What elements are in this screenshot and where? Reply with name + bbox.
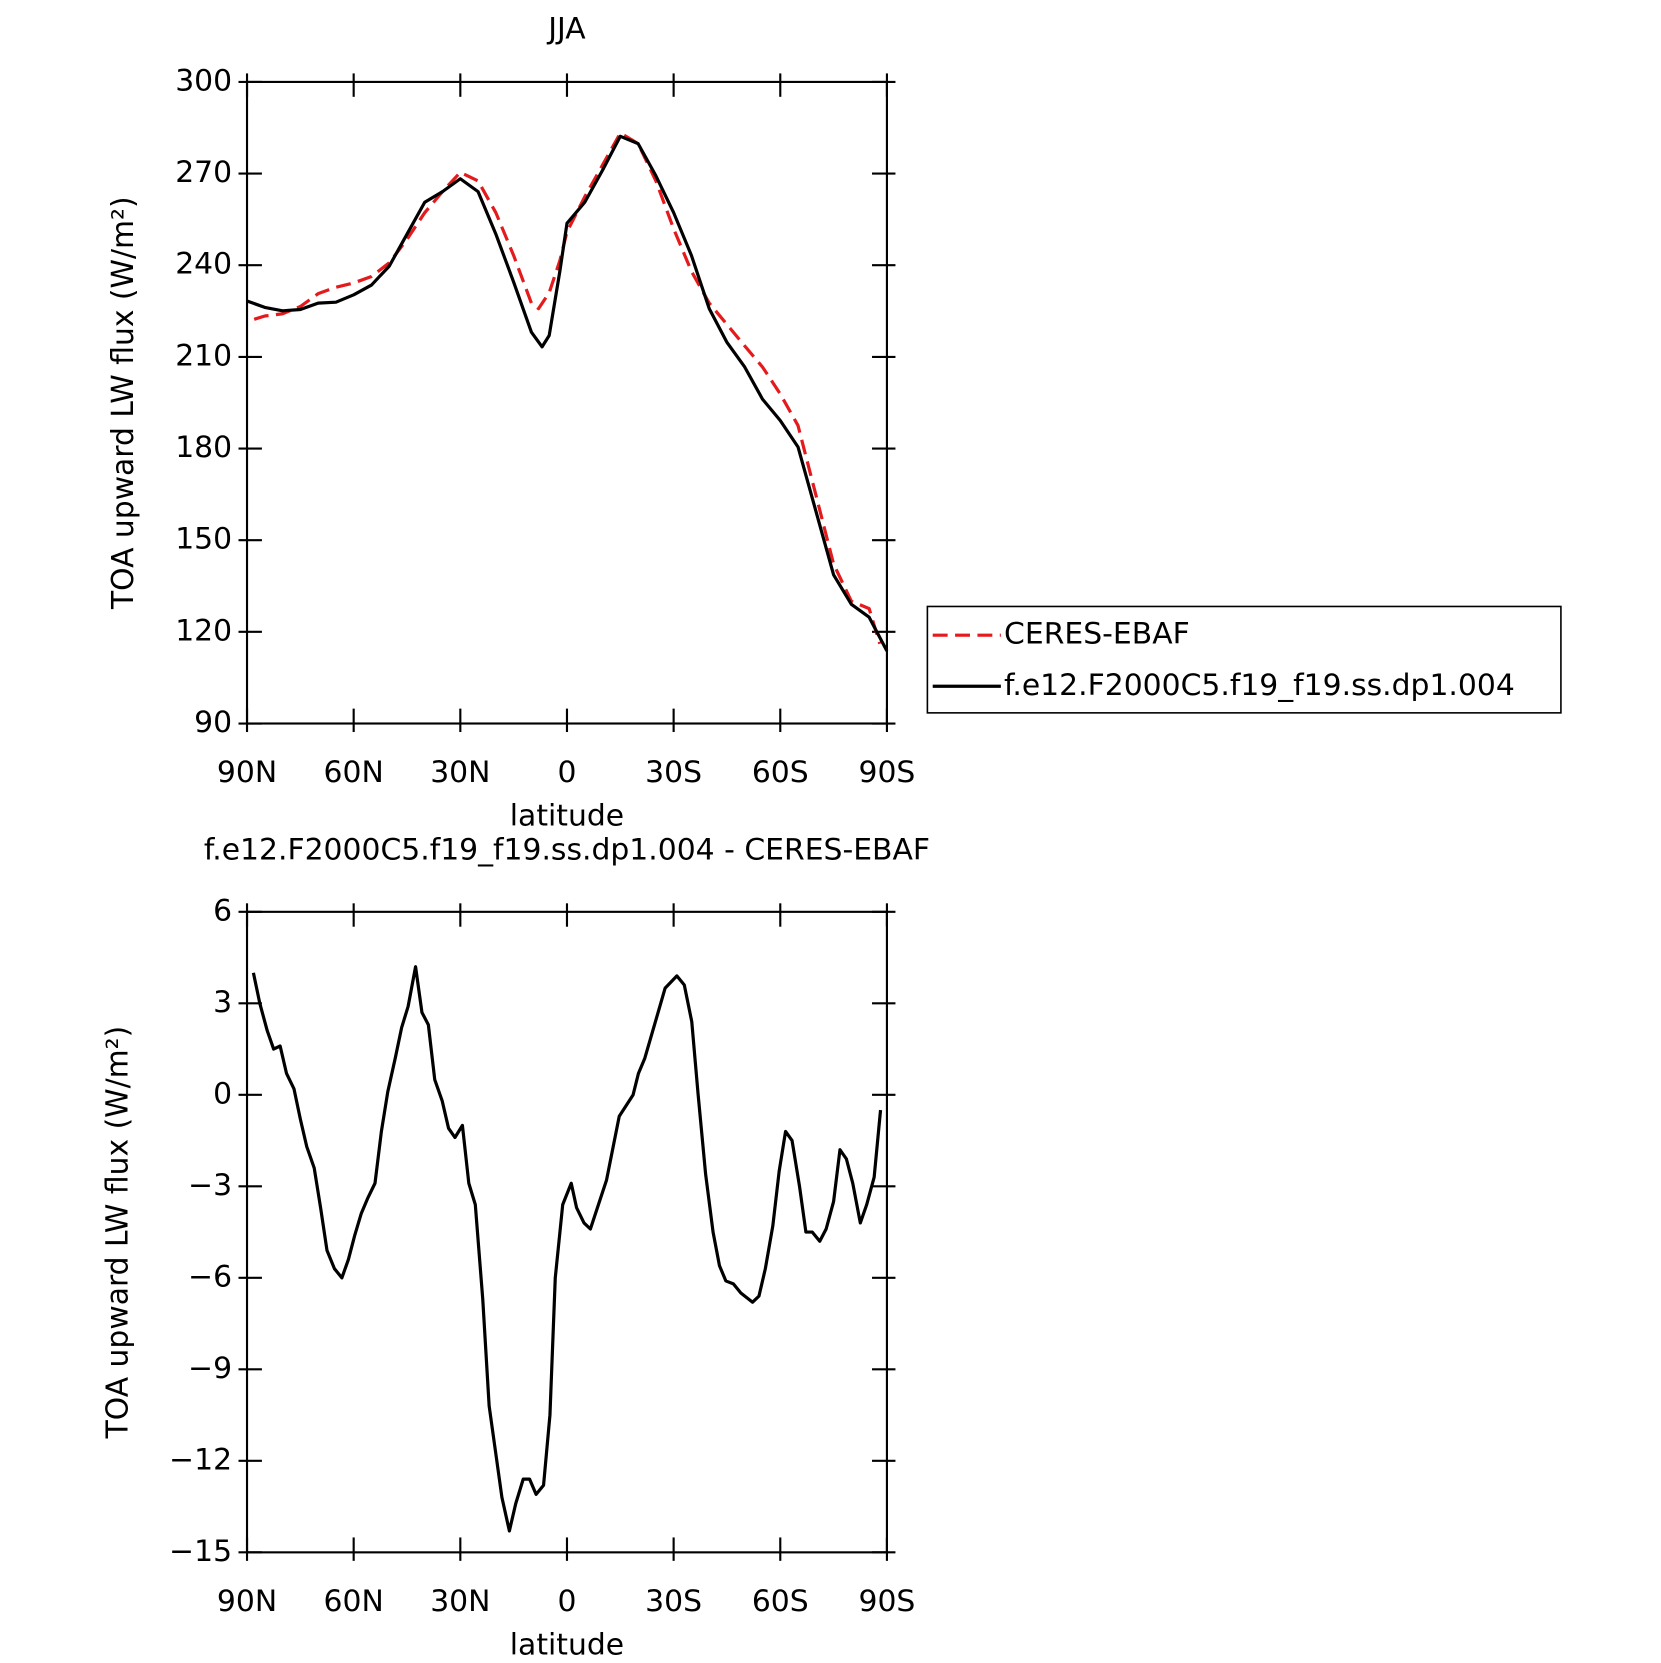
y-tick-label: −15 — [169, 1534, 232, 1569]
y-tick-label: 180 — [175, 430, 232, 465]
x-tick-label: 90S — [858, 755, 915, 790]
y-axis-label: TOA upward LW flux (W/m²) — [106, 196, 141, 610]
x-axis-label: latitude — [510, 1627, 624, 1662]
chart-title: JJA — [546, 11, 586, 46]
y-tick-label: 90 — [194, 705, 232, 740]
data-line — [253, 131, 882, 645]
x-tick-label: 30N — [430, 1584, 490, 1619]
x-tick-label: 60N — [324, 1584, 384, 1619]
x-tick-label: 60S — [752, 755, 809, 790]
y-tick-label: 6 — [213, 893, 232, 928]
x-tick-label: 60N — [324, 755, 384, 790]
y-tick-label: 240 — [175, 247, 232, 282]
x-tick-label: 30S — [645, 755, 702, 790]
x-tick-label: 60S — [752, 1584, 809, 1619]
y-tick-label: 270 — [175, 155, 232, 190]
x-axis-label: latitude — [510, 799, 624, 834]
x-tick-label: 30N — [430, 755, 490, 790]
y-tick-label: 210 — [175, 338, 232, 373]
plot-frame — [245, 80, 888, 725]
x-tick-label: 30S — [645, 1584, 702, 1619]
data-line — [246, 134, 889, 652]
legend-label: CERES-EBAF — [1004, 617, 1190, 652]
data-line — [251, 965, 883, 1533]
y-tick-label: −3 — [188, 1168, 232, 1203]
y-tick-label: 3 — [213, 985, 232, 1020]
y-tick-label: −6 — [188, 1259, 232, 1294]
x-tick-label: 90N — [217, 755, 277, 790]
x-tick-label: 0 — [557, 755, 576, 790]
y-axis-label: TOA upward LW flux (W/m²) — [101, 1026, 136, 1440]
y-tick-label: 150 — [175, 522, 232, 557]
y-tick-label: −9 — [188, 1351, 232, 1386]
x-tick-label: 90S — [858, 1584, 915, 1619]
plot-frame — [245, 910, 888, 1554]
legend-label: f.e12.F2000C5.f19_f19.ss.dp1.004 — [1004, 668, 1515, 703]
y-tick-label: 0 — [213, 1076, 232, 1111]
x-tick-label: 0 — [557, 1584, 576, 1619]
y-tick-label: 300 — [175, 63, 232, 98]
legend-box — [926, 605, 1562, 714]
x-tick-label: 90N — [217, 1584, 277, 1619]
y-tick-label: −12 — [169, 1442, 232, 1477]
chart-title: f.e12.F2000C5.f19_f19.ss.dp1.004 - CERES… — [204, 833, 930, 868]
y-tick-label: 120 — [175, 613, 232, 648]
